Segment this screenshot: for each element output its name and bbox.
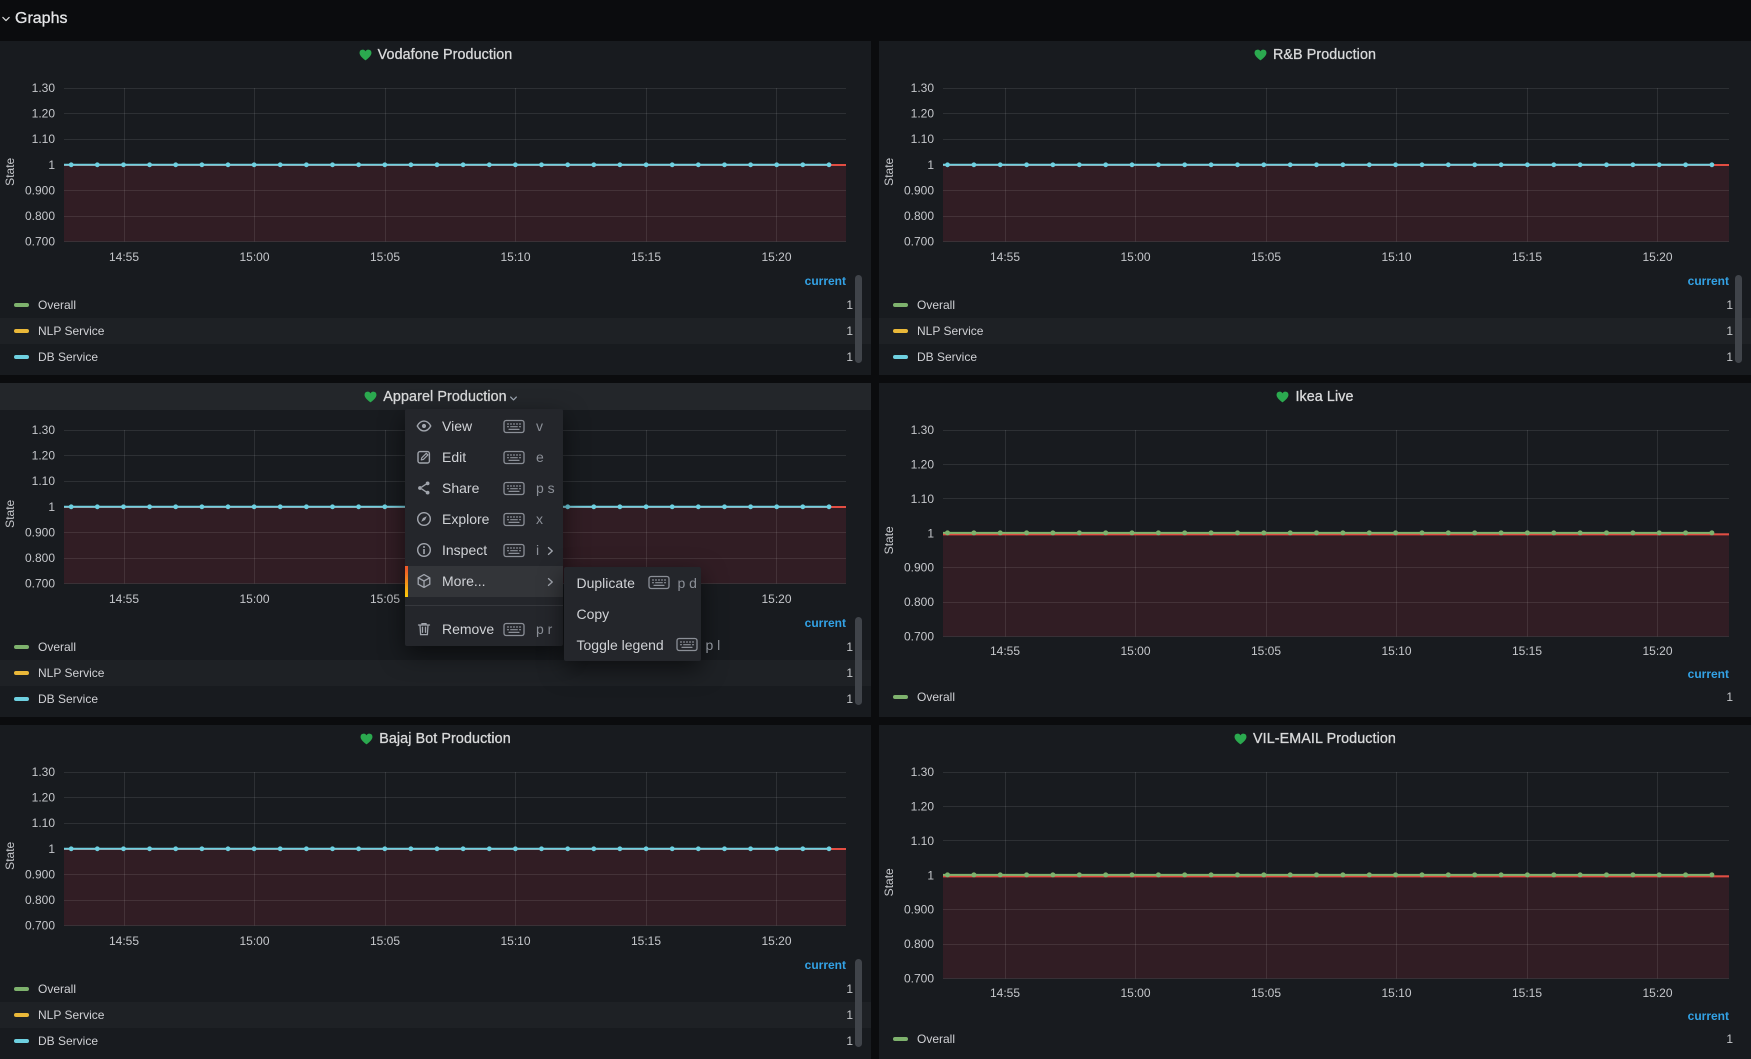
svg-text:1.10: 1.10 xyxy=(32,132,56,146)
svg-text:State: State xyxy=(882,868,896,896)
svg-text:1.30: 1.30 xyxy=(32,423,56,437)
svg-text:14:55: 14:55 xyxy=(109,592,139,606)
svg-text:0.800: 0.800 xyxy=(904,595,934,609)
svg-text:0.900: 0.900 xyxy=(25,183,55,197)
svg-text:0.700: 0.700 xyxy=(904,630,934,644)
svg-text:1.20: 1.20 xyxy=(32,107,56,121)
svg-text:15:20: 15:20 xyxy=(1642,986,1672,1000)
svg-text:1: 1 xyxy=(927,526,934,540)
svg-text:0.700: 0.700 xyxy=(904,972,934,986)
svg-text:15:00: 15:00 xyxy=(239,592,269,606)
svg-text:1.30: 1.30 xyxy=(911,423,935,437)
svg-text:1.10: 1.10 xyxy=(911,492,935,506)
svg-text:15:20: 15:20 xyxy=(1642,644,1672,658)
svg-text:15:15: 15:15 xyxy=(1512,986,1542,1000)
svg-text:1: 1 xyxy=(48,842,55,856)
svg-text:State: State xyxy=(3,499,17,527)
svg-text:0.800: 0.800 xyxy=(25,893,55,907)
svg-text:15:05: 15:05 xyxy=(370,592,400,606)
svg-text:1.10: 1.10 xyxy=(32,474,56,488)
svg-text:15:10: 15:10 xyxy=(500,934,530,948)
svg-text:15:05: 15:05 xyxy=(370,934,400,948)
svg-text:0.800: 0.800 xyxy=(25,209,55,223)
svg-text:15:00: 15:00 xyxy=(239,934,269,948)
svg-text:State: State xyxy=(3,841,17,869)
svg-text:15:15: 15:15 xyxy=(1512,250,1542,264)
svg-text:0.900: 0.900 xyxy=(25,867,55,881)
svg-text:0.900: 0.900 xyxy=(25,525,55,539)
svg-text:15:20: 15:20 xyxy=(761,934,791,948)
svg-text:0.900: 0.900 xyxy=(904,183,934,197)
svg-text:State: State xyxy=(882,157,896,185)
svg-text:0.800: 0.800 xyxy=(904,209,934,223)
svg-text:15:15: 15:15 xyxy=(631,250,661,264)
svg-text:15:00: 15:00 xyxy=(1120,644,1150,658)
svg-text:0.900: 0.900 xyxy=(904,903,934,917)
svg-text:1: 1 xyxy=(48,500,55,514)
svg-text:15:00: 15:00 xyxy=(1120,250,1150,264)
svg-text:1.10: 1.10 xyxy=(911,132,935,146)
svg-text:14:55: 14:55 xyxy=(990,250,1020,264)
svg-text:1.20: 1.20 xyxy=(911,799,935,813)
svg-text:15:05: 15:05 xyxy=(1251,250,1281,264)
svg-text:15:10: 15:10 xyxy=(500,250,530,264)
svg-text:15:00: 15:00 xyxy=(1120,986,1150,1000)
svg-text:1.30: 1.30 xyxy=(32,81,56,95)
svg-text:State: State xyxy=(3,157,17,185)
svg-text:0.700: 0.700 xyxy=(25,235,55,249)
svg-text:0.800: 0.800 xyxy=(904,937,934,951)
svg-text:15:00: 15:00 xyxy=(239,250,269,264)
svg-text:1.10: 1.10 xyxy=(911,834,935,848)
svg-text:1: 1 xyxy=(927,158,934,172)
svg-text:1.20: 1.20 xyxy=(911,457,935,471)
svg-text:15:10: 15:10 xyxy=(1381,644,1411,658)
svg-text:1.20: 1.20 xyxy=(32,449,56,463)
svg-text:1: 1 xyxy=(48,158,55,172)
svg-text:14:55: 14:55 xyxy=(109,250,139,264)
svg-text:State: State xyxy=(882,526,896,554)
svg-text:15:10: 15:10 xyxy=(1381,986,1411,1000)
svg-text:15:10: 15:10 xyxy=(1381,250,1411,264)
svg-text:1.20: 1.20 xyxy=(911,107,935,121)
svg-text:15:15: 15:15 xyxy=(631,934,661,948)
svg-text:15:05: 15:05 xyxy=(370,250,400,264)
svg-text:14:55: 14:55 xyxy=(990,644,1020,658)
svg-text:1: 1 xyxy=(927,868,934,882)
svg-text:0.700: 0.700 xyxy=(904,235,934,249)
svg-text:1.30: 1.30 xyxy=(32,765,56,779)
svg-text:15:20: 15:20 xyxy=(761,250,791,264)
svg-text:15:20: 15:20 xyxy=(1642,250,1672,264)
svg-text:15:05: 15:05 xyxy=(1251,986,1281,1000)
svg-text:1.30: 1.30 xyxy=(911,81,935,95)
svg-text:15:20: 15:20 xyxy=(761,592,791,606)
svg-text:0.700: 0.700 xyxy=(25,919,55,933)
svg-text:1.30: 1.30 xyxy=(911,765,935,779)
svg-text:15:05: 15:05 xyxy=(1251,644,1281,658)
svg-text:0.800: 0.800 xyxy=(25,551,55,565)
svg-text:14:55: 14:55 xyxy=(990,986,1020,1000)
svg-text:0.900: 0.900 xyxy=(904,561,934,575)
svg-text:14:55: 14:55 xyxy=(109,934,139,948)
svg-text:1.20: 1.20 xyxy=(32,791,56,805)
svg-text:0.700: 0.700 xyxy=(25,577,55,591)
svg-text:1.10: 1.10 xyxy=(32,816,56,830)
svg-text:15:15: 15:15 xyxy=(1512,644,1542,658)
